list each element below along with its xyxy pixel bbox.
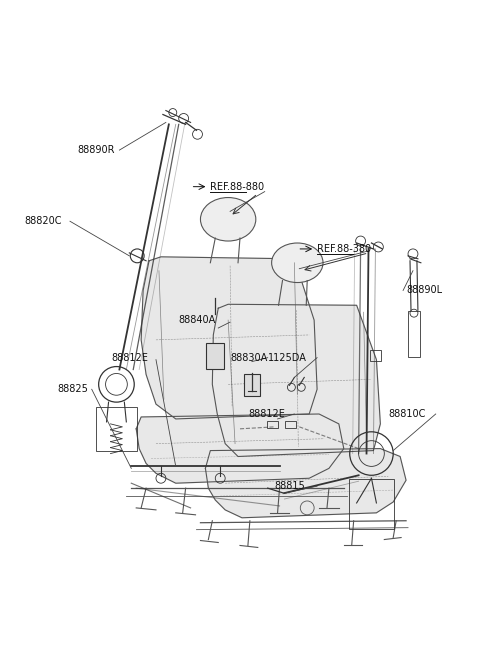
Text: 88840A: 88840A: [179, 315, 216, 325]
Text: 88890R: 88890R: [77, 145, 114, 155]
Text: 88815: 88815: [275, 481, 305, 491]
Text: 1125DA: 1125DA: [268, 353, 307, 363]
Polygon shape: [141, 257, 317, 419]
Polygon shape: [136, 414, 344, 483]
Polygon shape: [205, 449, 406, 518]
Text: 88812E: 88812E: [111, 353, 148, 363]
Ellipse shape: [201, 198, 256, 241]
FancyBboxPatch shape: [206, 343, 224, 369]
Text: REF.88-380: REF.88-380: [317, 244, 371, 254]
Text: 88890L: 88890L: [406, 285, 442, 296]
Text: 88812E: 88812E: [248, 409, 285, 419]
Text: 88810C: 88810C: [388, 409, 426, 419]
Text: 88820C: 88820C: [24, 216, 62, 226]
Text: 88825: 88825: [57, 384, 88, 394]
Text: 88830A: 88830A: [230, 353, 267, 363]
Polygon shape: [212, 304, 380, 457]
Text: REF.88-880: REF.88-880: [210, 182, 264, 192]
FancyBboxPatch shape: [244, 374, 260, 396]
Ellipse shape: [272, 243, 323, 283]
